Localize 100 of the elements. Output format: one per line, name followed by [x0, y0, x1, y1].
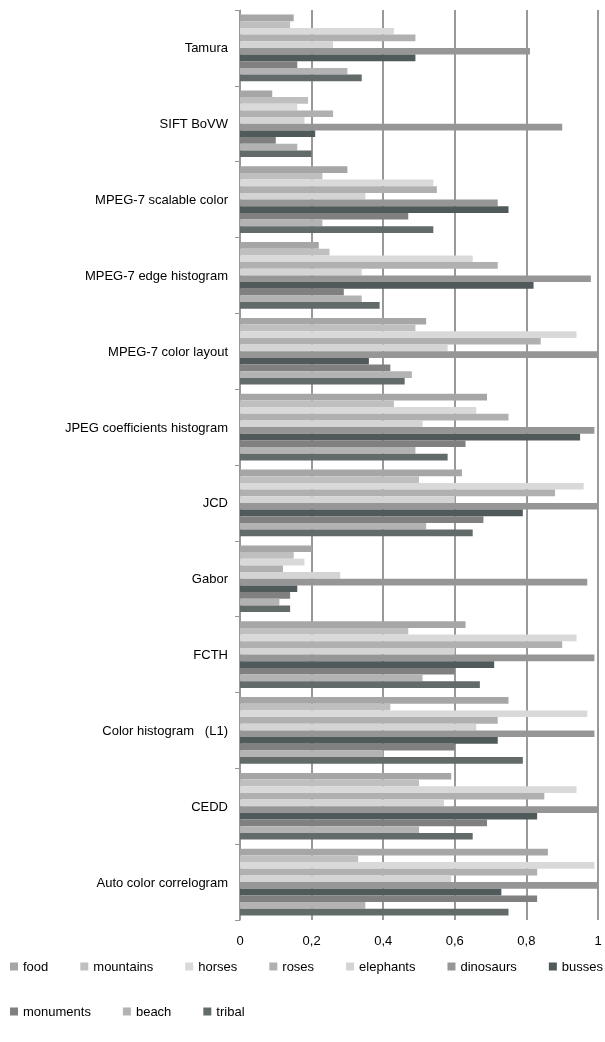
bar	[240, 166, 348, 173]
bar	[240, 74, 362, 82]
bar	[240, 627, 409, 635]
bar	[240, 895, 538, 903]
bar	[240, 143, 298, 151]
bar	[240, 875, 452, 883]
bar	[240, 743, 455, 751]
bar	[240, 226, 434, 233]
bar	[240, 34, 416, 42]
bar	[240, 723, 477, 731]
bar	[240, 757, 523, 764]
bar	[240, 681, 480, 688]
bar	[240, 522, 427, 530]
bar	[240, 621, 466, 628]
bar	[240, 295, 362, 303]
bar	[240, 572, 341, 579]
legend-label: elephants	[359, 959, 416, 974]
legend-label: monuments	[23, 1004, 92, 1019]
x-tick-label: 0	[236, 933, 244, 948]
x-tick-label: 0,8	[517, 933, 536, 948]
y-tick-label: SIFT BoVW	[159, 116, 229, 132]
y-tick-label: Auto color correlogram	[96, 874, 228, 890]
bar	[240, 393, 488, 401]
bar	[240, 819, 488, 827]
bar	[240, 67, 348, 75]
bar	[240, 750, 384, 758]
bar	[240, 509, 523, 517]
bar	[240, 317, 427, 325]
bar	[240, 433, 581, 441]
bar	[240, 344, 448, 352]
bar	[240, 565, 283, 573]
bar	[240, 97, 309, 104]
legend-label: busses	[561, 959, 604, 974]
bar	[240, 61, 298, 68]
bar	[240, 703, 391, 711]
legend-label: roses	[282, 959, 315, 974]
bar	[240, 717, 498, 724]
bar	[240, 862, 595, 869]
bar	[240, 908, 509, 916]
legend-label: tribal	[216, 1004, 245, 1019]
bar	[240, 255, 473, 263]
bar	[240, 41, 334, 48]
bar	[240, 420, 423, 428]
bar	[240, 772, 452, 780]
y-tick-label: MPEG-7 scalable color	[95, 192, 229, 208]
bar	[240, 826, 419, 833]
bar	[240, 516, 484, 523]
y-tick-label: JPEG coefficients histogram	[64, 419, 228, 435]
legend-label: food	[23, 959, 49, 974]
bar	[240, 117, 305, 124]
bar	[240, 710, 588, 718]
bar	[240, 496, 455, 503]
x-tick-label: 0,2	[302, 933, 321, 948]
bar	[240, 855, 359, 863]
y-tick-label: FCTH	[193, 647, 228, 663]
bar	[240, 288, 344, 296]
bar	[240, 364, 391, 372]
bar	[240, 27, 394, 35]
bar	[240, 647, 455, 655]
bar	[240, 150, 312, 158]
y-tick-label: JCD	[202, 495, 228, 511]
bar	[240, 407, 477, 414]
y-tick-label: CEDD	[191, 798, 228, 814]
bar	[240, 848, 548, 856]
x-tick-label: 1	[594, 933, 602, 948]
bar	[240, 482, 584, 490]
legend-label: horses	[198, 959, 238, 974]
bar	[240, 268, 362, 276]
y-tick-label: MPEG-7 color layout	[108, 343, 229, 359]
bar	[240, 262, 498, 269]
bar	[240, 179, 434, 187]
bar	[240, 212, 409, 220]
bar	[240, 447, 416, 454]
bar	[240, 14, 294, 22]
bar	[240, 667, 455, 675]
bar	[240, 641, 563, 648]
bar	[240, 529, 473, 537]
bar	[240, 737, 498, 744]
bar	[240, 440, 466, 448]
bar	[240, 545, 312, 553]
bar	[240, 377, 405, 385]
bar	[240, 585, 298, 593]
legend-label: beach	[135, 1004, 172, 1019]
bar	[240, 605, 291, 613]
bar	[240, 219, 323, 227]
y-tick-label: Gabor	[191, 571, 229, 587]
bar	[240, 302, 380, 309]
bar	[240, 282, 534, 289]
bar	[240, 331, 577, 338]
bar	[240, 357, 369, 365]
bar	[240, 779, 419, 787]
bar	[240, 489, 556, 497]
legend-label: dinosaurs	[460, 959, 518, 974]
bar	[240, 697, 509, 704]
bar	[240, 634, 577, 642]
bar	[240, 674, 423, 682]
bar	[240, 103, 298, 111]
bar	[240, 413, 509, 421]
y-tick-label: Tamura	[184, 40, 229, 56]
bar	[240, 248, 330, 256]
